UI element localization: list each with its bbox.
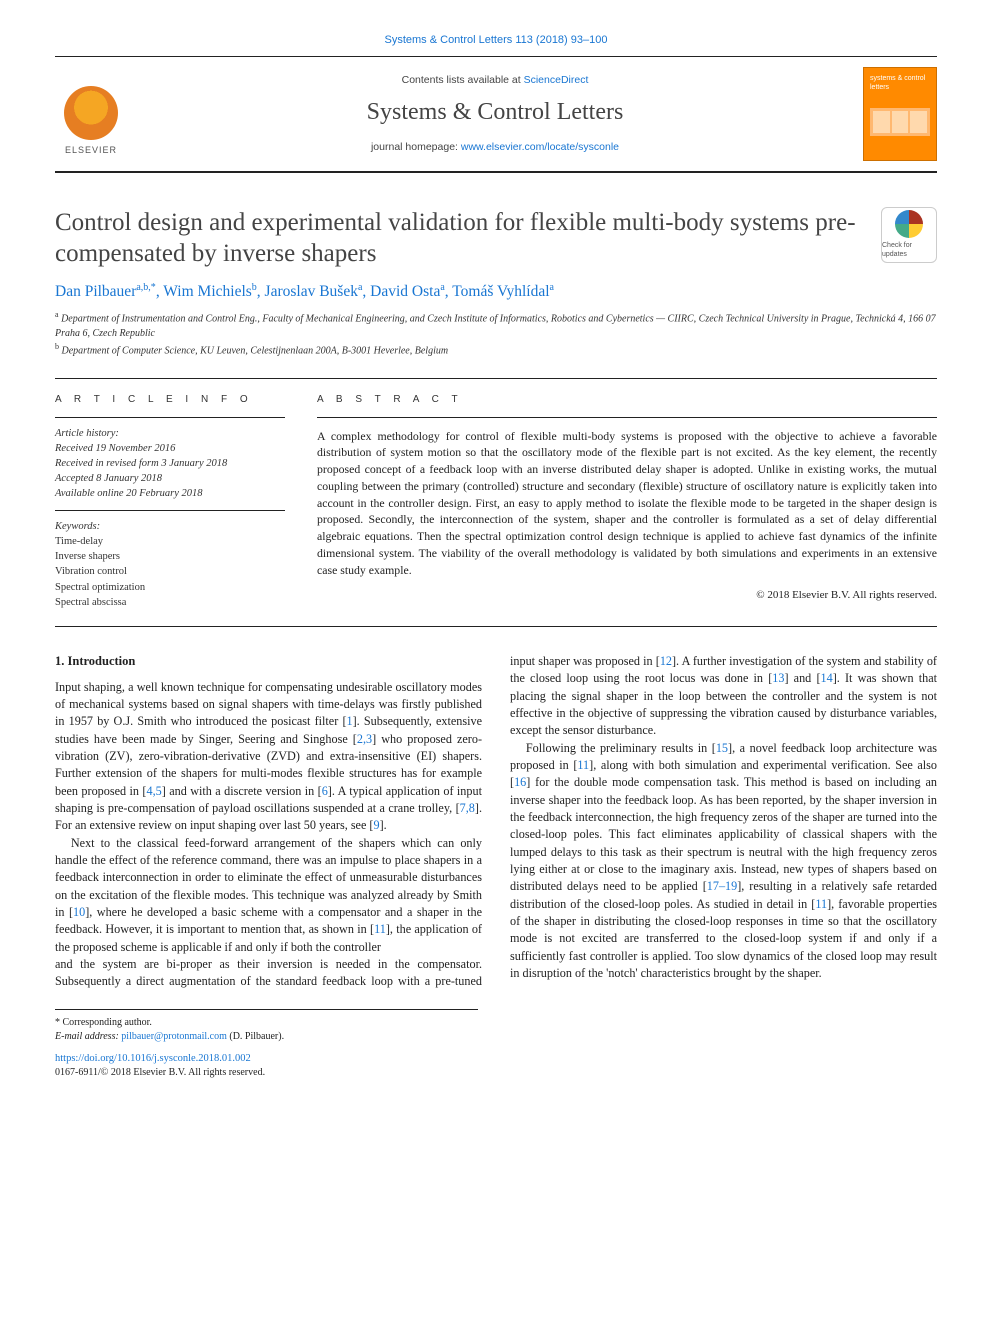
footnotes: * Corresponding author. E-mail address: … xyxy=(55,1009,478,1081)
ref-link[interactable]: 16 xyxy=(514,775,526,789)
history-line-2: Received in revised form 3 January 2018 xyxy=(55,458,227,469)
keyword-1: Time-delay xyxy=(55,536,103,547)
author-3[interactable]: Jaroslav Bušek xyxy=(265,284,358,301)
banner-center: Contents lists available at ScienceDirec… xyxy=(141,73,849,154)
author-list: Dan Pilbauera,b,*, Wim Michielsb, Jarosl… xyxy=(55,281,937,303)
ref-link[interactable]: 2,3 xyxy=(357,732,372,746)
corr-email-link[interactable]: pilbauer@protonmail.com xyxy=(121,1031,227,1042)
ref-link[interactable]: 17–19 xyxy=(707,879,737,893)
article-info-column: A R T I C L E I N F O Article history: R… xyxy=(55,393,285,610)
ref-link[interactable]: 10 xyxy=(73,905,85,919)
keyword-2: Inverse shapers xyxy=(55,551,120,562)
homepage-prefix: journal homepage: xyxy=(371,141,461,153)
ref-link[interactable]: 7,8 xyxy=(460,801,475,815)
ref-link[interactable]: 11 xyxy=(577,758,589,772)
author-3-aff: a xyxy=(358,282,362,293)
author-4[interactable]: David Osta xyxy=(370,284,440,301)
updates-label: Check for updates xyxy=(882,241,936,260)
ref-link[interactable]: 13 xyxy=(772,671,784,685)
elsevier-logo: ELSEVIER xyxy=(55,72,127,156)
sciencedirect-link[interactable]: ScienceDirect xyxy=(524,74,589,86)
corresponding-note: * Corresponding author. xyxy=(55,1016,478,1030)
affiliations: a Department of Instrumentation and Cont… xyxy=(55,309,937,358)
cover-title: systems & control letters xyxy=(870,74,930,94)
article-body: 1. Introduction Input shaping, a well kn… xyxy=(55,653,937,991)
ref-link[interactable]: 6 xyxy=(322,784,328,798)
history-line-4: Available online 20 February 2018 xyxy=(55,488,203,499)
author-2-aff: b xyxy=(252,282,257,293)
crossmark-icon xyxy=(895,210,923,238)
doi-link[interactable]: https://doi.org/10.1016/j.sysconle.2018.… xyxy=(55,1053,251,1064)
homepage-line: journal homepage: www.elsevier.com/locat… xyxy=(141,140,849,154)
journal-name: Systems & Control Letters xyxy=(141,96,849,128)
header-bar: Systems & Control Letters 113 (2018) 93–… xyxy=(55,30,937,48)
article-history: Article history: Received 19 November 20… xyxy=(55,426,285,502)
keyword-4: Spectral optimization xyxy=(55,582,145,593)
author-5[interactable]: Tomáš Vyhlídal xyxy=(452,284,549,301)
body-p2: Next to the classical feed-forward arran… xyxy=(55,835,482,956)
author-2[interactable]: Wim Michiels xyxy=(163,284,252,301)
email-label: E-mail address: xyxy=(55,1031,119,1042)
cover-art-icon xyxy=(870,108,930,136)
ref-link[interactable]: 12 xyxy=(660,654,672,668)
body-p4: Following the preliminary results in [15… xyxy=(510,740,937,983)
email-who: (D. Pilbauer). xyxy=(229,1031,284,1042)
author-4-aff: a xyxy=(440,282,444,293)
affiliation-a: a Department of Instrumentation and Cont… xyxy=(55,309,937,340)
author-1-aff: a,b,* xyxy=(136,282,155,293)
keyword-3: Vibration control xyxy=(55,566,127,577)
contents-line: Contents lists available at ScienceDirec… xyxy=(141,73,849,87)
contents-prefix: Contents lists available at xyxy=(402,74,524,86)
article-title: Control design and experimental validati… xyxy=(55,207,863,270)
check-updates-badge[interactable]: Check for updates xyxy=(881,207,937,263)
journal-cover-thumb: systems & control letters xyxy=(863,67,937,161)
doi-block: https://doi.org/10.1016/j.sysconle.2018.… xyxy=(55,1052,478,1081)
keywords-label: Keywords: xyxy=(55,519,285,534)
affiliation-b: b Department of Computer Science, KU Leu… xyxy=(55,341,937,358)
abstract-text: A complex methodology for control of fle… xyxy=(317,428,937,579)
history-line-1: Received 19 November 2016 xyxy=(55,443,175,454)
abstract-column: A B S T R A C T A complex methodology fo… xyxy=(317,393,937,610)
elsevier-tree-icon xyxy=(64,86,118,140)
author-5-aff: a xyxy=(550,282,554,293)
abstract-copyright: © 2018 Elsevier B.V. All rights reserved… xyxy=(317,588,937,603)
citation-link[interactable]: Systems & Control Letters 113 (2018) 93–… xyxy=(385,34,608,46)
keyword-5: Spectral abscissa xyxy=(55,597,126,608)
ref-link[interactable]: 14 xyxy=(821,671,833,685)
title-row: Control design and experimental validati… xyxy=(55,207,937,270)
ref-link[interactable]: 4,5 xyxy=(146,784,161,798)
section-1-heading: 1. Introduction xyxy=(55,653,482,671)
ref-link[interactable]: 1 xyxy=(347,714,353,728)
abstract-heading: A B S T R A C T xyxy=(317,393,937,407)
ref-link[interactable]: 15 xyxy=(716,741,728,755)
article-info-heading: A R T I C L E I N F O xyxy=(55,393,285,407)
ref-link[interactable]: 9 xyxy=(373,818,379,832)
issn-copyright: 0167-6911/© 2018 Elsevier B.V. All right… xyxy=(55,1067,265,1078)
keywords-block: Keywords: Time-delay Inverse shapers Vib… xyxy=(55,519,285,610)
email-line: E-mail address: pilbauer@protonmail.com … xyxy=(55,1030,478,1044)
body-p1: Input shaping, a well known technique fo… xyxy=(55,679,482,835)
history-line-3: Accepted 8 January 2018 xyxy=(55,473,162,484)
history-label: Article history: xyxy=(55,428,119,439)
ref-link[interactable]: 11 xyxy=(374,922,386,936)
publisher-name: ELSEVIER xyxy=(65,144,117,156)
ref-link[interactable]: 11 xyxy=(815,897,827,911)
homepage-link[interactable]: www.elsevier.com/locate/sysconle xyxy=(461,141,619,153)
author-1[interactable]: Dan Pilbauer xyxy=(55,284,136,301)
journal-banner: ELSEVIER Contents lists available at Sci… xyxy=(55,56,937,173)
info-abstract-row: A R T I C L E I N F O Article history: R… xyxy=(55,378,937,627)
